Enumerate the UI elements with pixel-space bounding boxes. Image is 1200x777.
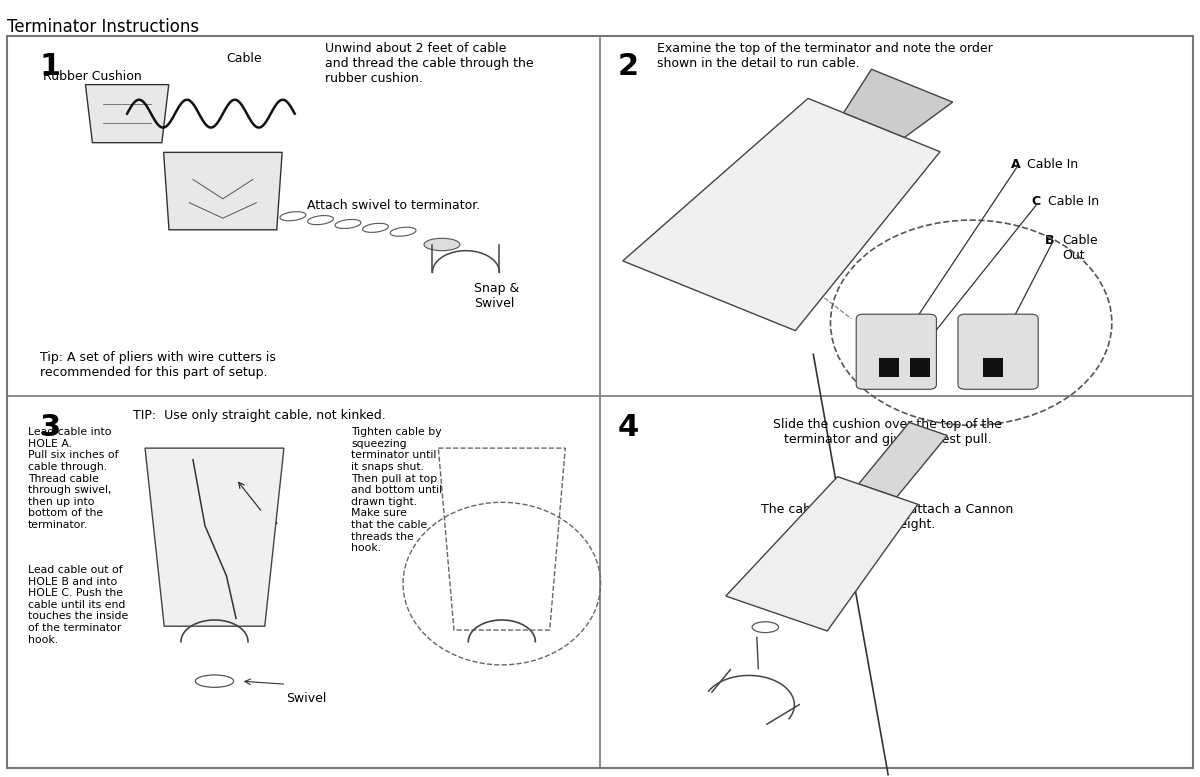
Polygon shape: [145, 448, 284, 626]
Text: Lead cable into
HOLE A.
Pull six inches of
cable through.
Thread cable
through s: Lead cable into HOLE A. Pull six inches …: [28, 427, 119, 530]
Bar: [878, 358, 899, 377]
Text: Snap &
Swivel: Snap & Swivel: [474, 281, 520, 310]
Text: 4: 4: [618, 413, 640, 442]
Text: Cable In: Cable In: [1048, 195, 1099, 208]
Text: Rubber Cushion: Rubber Cushion: [43, 69, 142, 82]
Text: Cable: Cable: [227, 52, 262, 64]
Text: Slide the cushion over the top of the
terminator and give it a test pull.: Slide the cushion over the top of the te…: [773, 418, 1002, 446]
FancyBboxPatch shape: [958, 314, 1038, 389]
Text: C: C: [1031, 195, 1040, 208]
Polygon shape: [623, 99, 940, 331]
Text: 3: 3: [40, 413, 61, 442]
Text: 1: 1: [40, 52, 61, 81]
Text: The cable is now set to attach a Cannon
Trolling Weight.: The cable is now set to attach a Cannon …: [761, 503, 1014, 531]
Text: 2: 2: [618, 52, 640, 81]
Bar: [983, 358, 1003, 377]
Polygon shape: [85, 85, 169, 143]
Text: B: B: [1045, 234, 1055, 246]
Polygon shape: [844, 69, 953, 138]
Text: HOLE A: HOLE A: [232, 514, 278, 527]
Text: Cable
Out: Cable Out: [1062, 234, 1098, 262]
FancyBboxPatch shape: [857, 314, 936, 389]
Text: Tip: A set of pliers with wire cutters is
recommended for this part of setup.: Tip: A set of pliers with wire cutters i…: [40, 351, 276, 379]
Text: Attach swivel to terminator.: Attach swivel to terminator.: [307, 199, 480, 212]
Polygon shape: [859, 423, 947, 497]
Polygon shape: [163, 152, 282, 230]
Text: A: A: [1010, 158, 1020, 171]
Text: TIP:  Use only straight cable, not kinked.: TIP: Use only straight cable, not kinked…: [133, 409, 386, 422]
Text: Tighten cable by
squeezing
terminator until
it snaps shut.
Then pull at top
and : Tighten cable by squeezing terminator un…: [350, 427, 442, 553]
Text: Unwind about 2 feet of cable
and thread the cable through the
rubber cushion.: Unwind about 2 feet of cable and thread …: [325, 42, 533, 85]
Text: Terminator Instructions: Terminator Instructions: [7, 19, 199, 37]
Text: Lead cable out of
HOLE B and into
HOLE C. Push the
cable until its end
touches t: Lead cable out of HOLE B and into HOLE C…: [28, 565, 128, 645]
Text: Cable In: Cable In: [1027, 158, 1079, 171]
Polygon shape: [726, 476, 918, 631]
FancyBboxPatch shape: [7, 37, 1193, 768]
Text: Swivel: Swivel: [287, 692, 326, 705]
Ellipse shape: [424, 239, 460, 251]
Bar: [910, 358, 930, 377]
Text: Examine the top of the terminator and note the order
shown in the detail to run : Examine the top of the terminator and no…: [658, 42, 994, 70]
